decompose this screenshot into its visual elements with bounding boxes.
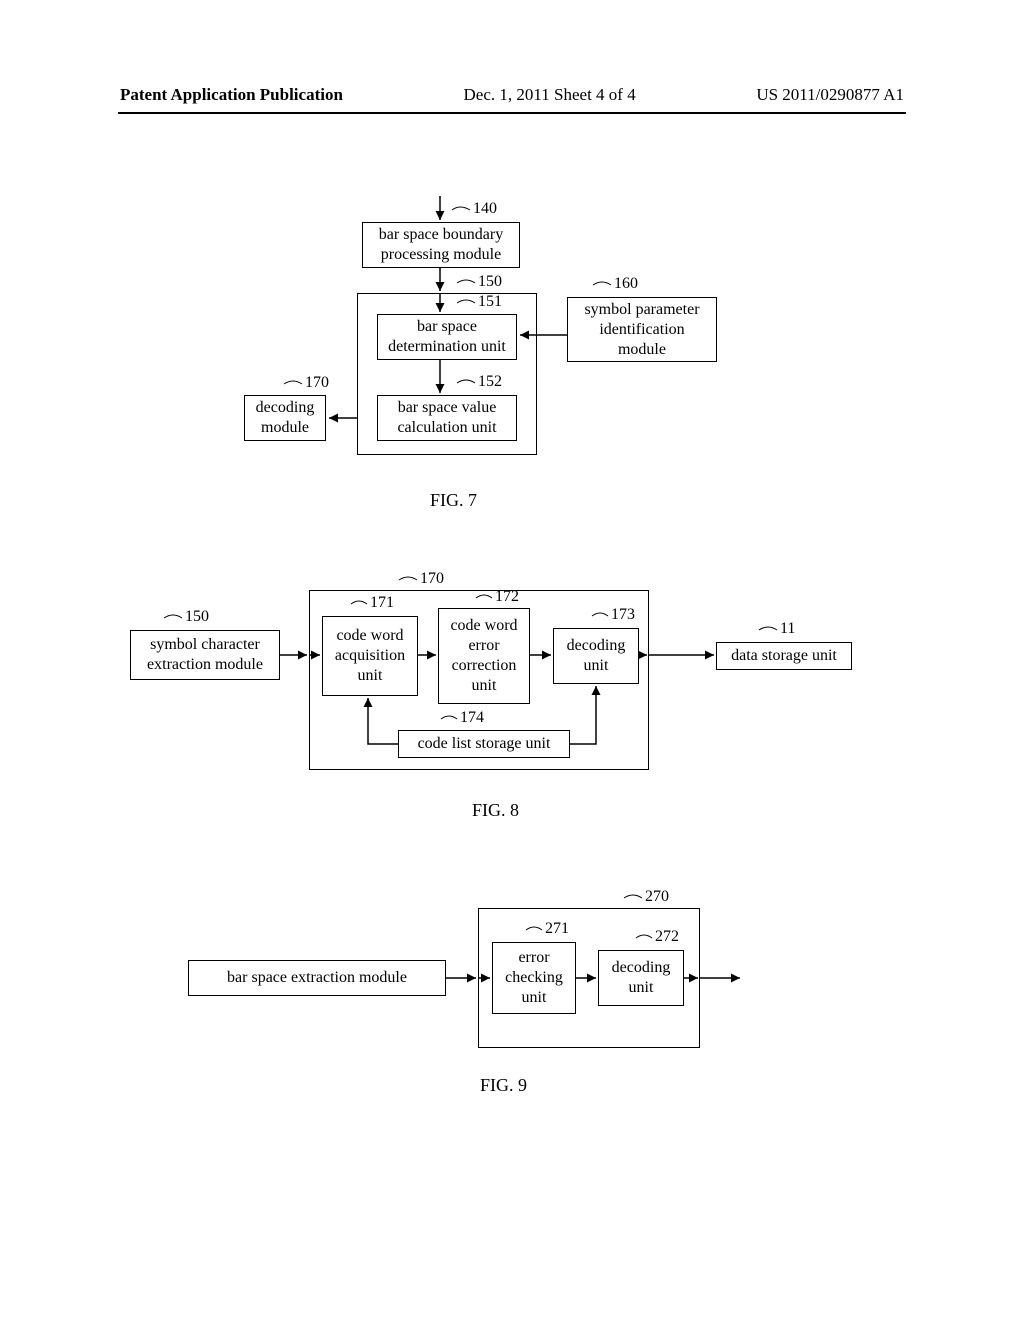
box-symbol-character-extraction-module: symbol characterextraction module [130, 630, 280, 680]
ref8-174: 174 [460, 709, 484, 727]
label: errorcheckingunit [505, 948, 563, 1008]
ref9-272: 272 [655, 928, 679, 946]
fig9-caption: FIG. 9 [480, 1075, 527, 1096]
ref8-171: 171 [370, 594, 394, 612]
box-bar-space-determination-unit: bar spacedetermination unit [377, 314, 517, 360]
box-bar-space-boundary-processing-module: bar space boundaryprocessing module [362, 222, 520, 268]
box-decoding-module: decodingmodule [244, 395, 326, 441]
ref-170: 170 [305, 374, 329, 392]
ref8-170: 170 [420, 570, 444, 588]
ref9-270: 270 [645, 888, 669, 906]
fig8-caption: FIG. 8 [472, 800, 519, 821]
box-error-checking-unit: errorcheckingunit [492, 942, 576, 1014]
box-code-word-acquisition-unit: code wordacquisitionunit [322, 616, 418, 696]
label: symbol parameteridentificationmodule [584, 300, 699, 360]
box-decoding-unit-9: decodingunit [598, 950, 684, 1006]
box-code-list-storage-unit: code list storage unit [398, 730, 570, 758]
label: code worderrorcorrectionunit [450, 616, 517, 696]
label: bar spacedetermination unit [388, 317, 506, 357]
label: decodingmodule [256, 398, 315, 438]
fig7-caption: FIG. 7 [430, 490, 477, 511]
box-bar-space-extraction-module: bar space extraction module [188, 960, 446, 996]
label: code list storage unit [418, 734, 551, 754]
label: bar space valuecalculation unit [397, 398, 496, 438]
box-data-storage-unit: data storage unit [716, 642, 852, 670]
ref8-173: 173 [611, 606, 635, 624]
figure-7: bar space boundaryprocessing module bar … [0, 0, 1024, 500]
box-code-word-error-correction-unit: code worderrorcorrectionunit [438, 608, 530, 704]
label: code wordacquisitionunit [335, 626, 405, 686]
box-decoding-unit: decodingunit [553, 628, 639, 684]
ref9-271: 271 [545, 920, 569, 938]
ref-160: 160 [614, 275, 638, 293]
ref8-11: 11 [780, 620, 795, 638]
figure-9: bar space extraction module errorcheckin… [0, 870, 1024, 1090]
label: bar space boundaryprocessing module [379, 225, 503, 265]
ref-152: 152 [478, 373, 502, 391]
figure-8: symbol characterextraction module code w… [0, 560, 1024, 820]
box-bar-space-value-calculation-unit: bar space valuecalculation unit [377, 395, 517, 441]
box-symbol-parameter-identification-module: symbol parameteridentificationmodule [567, 297, 717, 362]
ref-150: 150 [478, 273, 502, 291]
label: symbol characterextraction module [147, 635, 263, 675]
ref-140: 140 [473, 200, 497, 218]
ref8-150: 150 [185, 608, 209, 626]
ref8-172: 172 [495, 588, 519, 606]
label: data storage unit [731, 646, 837, 666]
label: decodingunit [612, 958, 671, 998]
ref-151: 151 [478, 293, 502, 311]
label: decodingunit [567, 636, 626, 676]
label: bar space extraction module [227, 968, 407, 988]
